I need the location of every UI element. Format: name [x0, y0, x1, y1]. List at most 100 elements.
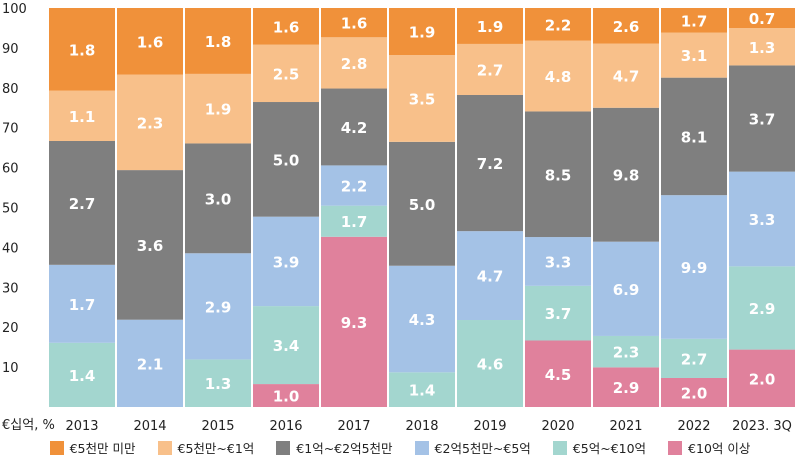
data-label: 3.3 [545, 253, 572, 271]
bar-segment [661, 77, 727, 196]
y-unit-label: €십억, % [2, 418, 55, 433]
data-label: 2.9 [749, 300, 776, 318]
data-label: 2.2 [545, 16, 572, 34]
bar-segment [253, 44, 319, 103]
bar-segment [729, 65, 795, 172]
bar-segment [185, 8, 251, 74]
y-tick-label: 30 [2, 281, 19, 296]
bar-segment [117, 74, 183, 171]
data-label: 1.4 [69, 367, 96, 385]
bar-segment [185, 73, 251, 144]
bar-segment [389, 372, 455, 407]
legend-label: €5천만 미만 [69, 441, 136, 456]
legend-item: €5억~€10억 [552, 438, 647, 457]
bar-segment [525, 285, 591, 341]
data-label: 0.7 [749, 10, 776, 28]
data-label: 3.0 [205, 190, 232, 208]
data-label: 5.0 [409, 196, 436, 214]
y-tick-label: 20 [2, 321, 19, 336]
data-label: 9.8 [613, 167, 640, 185]
data-label: 3.3 [749, 211, 776, 229]
bar-segment [321, 205, 387, 237]
bar-segment [185, 253, 251, 360]
legend-label: €10억 이상 [688, 441, 751, 456]
bar-segment [593, 335, 659, 368]
data-label: 1.4 [409, 382, 436, 400]
data-label: 3.5 [409, 90, 436, 108]
bar-segment [525, 340, 591, 407]
legend-item: €5천만 미만 [49, 438, 136, 457]
bar-segment [593, 367, 659, 407]
legend-swatch [552, 440, 567, 455]
data-label: 2.6 [613, 18, 640, 36]
data-label: 2.9 [613, 379, 640, 397]
legend-label: €5억~€10억 [572, 441, 647, 456]
data-label: 6.9 [613, 281, 640, 299]
bar-segment [389, 55, 455, 142]
data-label: 1.9 [477, 18, 504, 36]
data-label: 4.8 [545, 68, 572, 86]
bar-segment [321, 88, 387, 166]
data-label: 4.2 [341, 119, 368, 137]
data-label: 2.0 [681, 384, 708, 402]
legend-label: €2억5천만~€5억 [434, 441, 531, 456]
data-label: 2.2 [341, 178, 368, 196]
bar-segment [321, 165, 387, 206]
bar-segment [389, 265, 455, 373]
bar-segment [253, 306, 319, 385]
data-label: 3.1 [681, 47, 708, 65]
legend-item: €10억 이상 [668, 438, 750, 457]
data-label: 4.6 [477, 356, 504, 374]
x-tick-label: 2015 [201, 419, 234, 434]
data-label: 1.7 [69, 296, 96, 314]
bar-segment [661, 195, 727, 339]
legend-item: €5천만~€1억 [157, 438, 254, 457]
bar-segment [729, 171, 795, 267]
bar-segment [457, 231, 523, 321]
bar-segment [49, 342, 115, 407]
bar-segment [525, 40, 591, 112]
bar-segment [117, 170, 183, 320]
bar-segment [321, 236, 387, 407]
y-tick-label: 10 [2, 361, 19, 376]
bar-segment [729, 266, 795, 350]
x-tick-label: 2017 [337, 419, 370, 434]
y-tick-label: 100 [2, 2, 27, 17]
data-label: 1.6 [341, 15, 368, 33]
data-label: 1.8 [69, 41, 96, 59]
y-tick-label: 70 [2, 122, 19, 137]
legend-swatch [414, 440, 429, 455]
data-label: 2.8 [341, 55, 368, 73]
data-label: 2.9 [205, 298, 232, 316]
data-label: 2.3 [613, 344, 640, 362]
bar-segment [593, 43, 659, 108]
x-tick-label: 2013 [65, 419, 98, 434]
data-label: 2.3 [137, 114, 164, 132]
data-label: 4.5 [545, 366, 572, 384]
bar-segment [185, 143, 251, 254]
chart-legend: €5천만 미만 €5천만~€1억 €1억~€2억5천만 €2억5천만~€5억 €5억~€… [0, 438, 800, 457]
legend-swatch [276, 440, 291, 455]
bar-segment [253, 8, 319, 45]
bar-segment [525, 111, 591, 238]
bar-segment [321, 37, 387, 89]
bar-segment [661, 8, 727, 33]
bar-segment [593, 8, 659, 44]
bar-segment [661, 32, 727, 78]
bar-segment [321, 8, 387, 38]
data-label: 1.8 [205, 33, 232, 51]
data-label: 3.7 [749, 111, 776, 129]
data-label: 2.5 [273, 65, 300, 83]
bar-segment [117, 8, 183, 75]
x-tick-label: 2021 [609, 419, 642, 434]
bar-segment [117, 319, 183, 407]
data-label: 3.6 [137, 237, 164, 255]
data-label: 3.9 [273, 253, 300, 271]
data-label: 2.7 [681, 350, 708, 368]
bar-segment [253, 216, 319, 307]
bar-segment [49, 141, 115, 265]
bar-segment [661, 377, 727, 407]
bar-segment [49, 90, 115, 141]
legend-swatch [668, 440, 683, 455]
